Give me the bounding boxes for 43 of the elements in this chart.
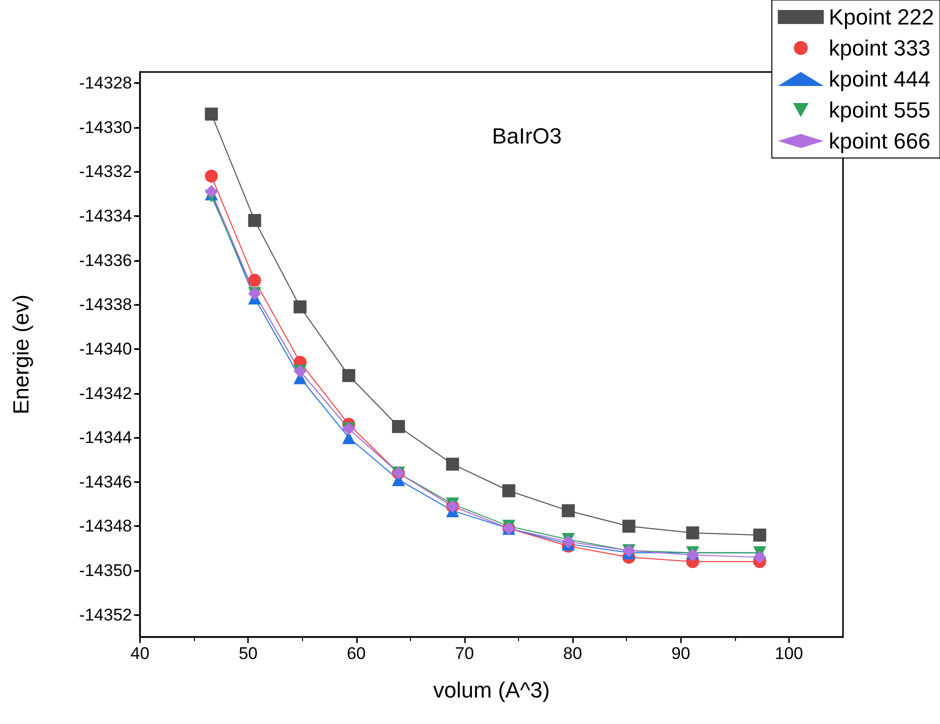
point [204,108,218,121]
point [392,420,405,434]
point [342,369,356,382]
y-tick-label: -14352 [79,605,132,624]
legend-label: kpoint 666 [828,128,930,154]
point [753,528,766,542]
annotation: BaIrO3 [492,124,562,148]
x-tick-label: 60 [346,644,366,663]
legend-label: Kpoint 222 [828,4,934,30]
y-tick-label: -14344 [79,428,132,448]
point [248,214,262,227]
point [446,458,460,471]
y-tick-label: -14334 [79,206,132,226]
point [502,484,516,498]
point [686,548,700,562]
point [622,520,636,533]
point [248,274,262,287]
point [294,300,307,314]
legend-label: kpoint 555 [828,98,930,122]
legend-label: kpoint 444 [828,66,930,92]
y-axis-title: Energie (ev) [8,294,34,414]
y-tick-label: -14332 [79,162,132,182]
x-tick-label: 40 [130,644,150,663]
y-tick-label: -14348 [79,516,132,536]
x-tick-label: 50 [238,644,258,663]
point [753,550,766,564]
y-tick-label: -14336 [79,250,132,270]
point [204,170,218,183]
x-axis-title: volum (A^3) [433,678,550,702]
x-tick-label: 90 [671,644,690,663]
legend-label: kpoint 333 [828,36,930,60]
y-tick-label: -14340 [79,339,132,358]
y-tick-label: -14350 [79,561,132,580]
point [686,526,700,540]
x-tick-label: 80 [563,644,582,663]
y-tick-label: -14330 [79,118,132,137]
y-tick-label: -14342 [79,384,132,403]
x-tick-label: 100 [774,644,804,663]
x-tick-label: 70 [455,644,474,663]
y-tick-label: -14328 [79,74,132,93]
y-tick-label: -14346 [79,472,132,492]
y-tick-label: -14338 [79,295,132,314]
point [562,504,575,518]
